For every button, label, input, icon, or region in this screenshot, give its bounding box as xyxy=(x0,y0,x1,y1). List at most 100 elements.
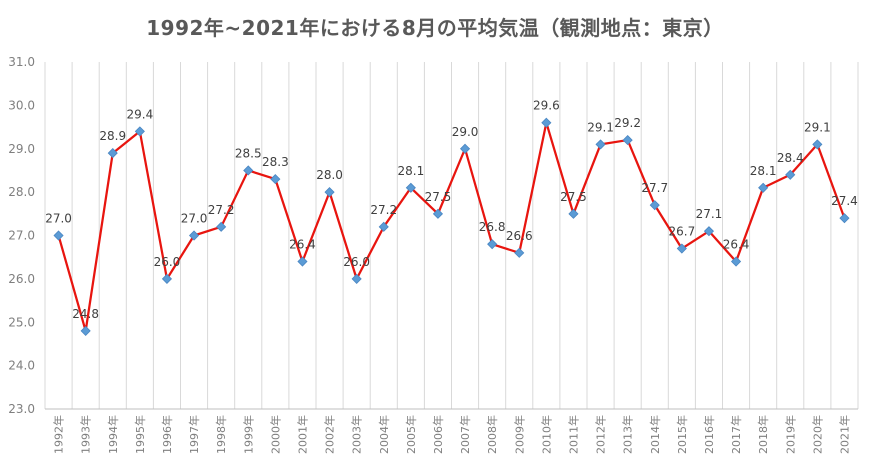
chart-title: 1992年~2021年における8月の平均気温（観測地点：東京） xyxy=(146,16,724,40)
data-label: 28.5 xyxy=(235,146,262,160)
data-label: 26.0 xyxy=(154,255,181,269)
x-tick-label: 2020年 xyxy=(810,415,824,454)
data-point-marker xyxy=(53,230,64,241)
y-tick-label: 25.0 xyxy=(8,315,35,329)
data-point-marker xyxy=(839,213,850,224)
data-label: 29.4 xyxy=(126,107,153,121)
data-point-marker xyxy=(107,148,118,159)
x-tick-label: 1996年 xyxy=(160,415,174,454)
data-point-marker xyxy=(297,256,308,267)
data-point-marker xyxy=(432,208,444,219)
x-tick-label: 1993年 xyxy=(79,415,93,454)
y-tick-label: 31.0 xyxy=(8,55,35,69)
data-point-marker xyxy=(514,247,525,258)
x-axis: 1992年 1993年 1994年 1995年 1996年 1997年 1998年 1999年… xyxy=(52,415,852,454)
x-tick-label: 2010年 xyxy=(539,415,553,454)
x-tick-label: 2014年 xyxy=(648,415,662,454)
data-series xyxy=(53,117,850,336)
data-point-marker xyxy=(80,325,91,336)
x-tick-label: 2021年 xyxy=(837,415,851,454)
data-label: 29.2 xyxy=(614,116,641,130)
x-tick-label: 2015年 xyxy=(675,415,689,454)
data-point-marker xyxy=(785,169,796,180)
x-tick-label: 2006年 xyxy=(431,415,445,454)
x-tick-label: 2005年 xyxy=(404,415,418,454)
data-label: 24.8 xyxy=(72,307,99,321)
x-tick-label: 2007年 xyxy=(458,415,472,454)
y-tick-label: 29.0 xyxy=(8,142,35,156)
data-point-marker xyxy=(568,208,579,219)
data-point-marker xyxy=(134,126,145,137)
data-label: 26.4 xyxy=(289,238,316,252)
y-axis: 23.0 24.0 25.0 26.0 27.0 28.0 29.0 30.0 31.0 xyxy=(8,55,35,416)
data-label: 27.5 xyxy=(425,190,452,204)
x-tick-label: 2019年 xyxy=(783,415,797,454)
data-point-marker xyxy=(161,273,173,284)
x-tick-label: 2017年 xyxy=(729,415,743,454)
data-label: 28.1 xyxy=(397,164,424,178)
data-labels: 27.024.828.929.426.027.027.228.528.326.4… xyxy=(45,99,858,321)
data-point-marker xyxy=(216,221,227,232)
data-label: 28.3 xyxy=(262,155,289,169)
data-point-marker xyxy=(378,221,389,232)
x-tick-label: 2018年 xyxy=(756,415,770,454)
data-label: 28.1 xyxy=(750,164,777,178)
x-tick-label: 1994年 xyxy=(106,415,120,454)
data-label: 29.6 xyxy=(533,99,560,113)
data-point-marker xyxy=(730,256,742,267)
data-label: 28.9 xyxy=(99,129,126,143)
y-tick-label: 27.0 xyxy=(8,229,35,243)
data-point-marker xyxy=(758,182,769,193)
x-tick-label: 1992年 xyxy=(52,415,66,454)
y-tick-label: 28.0 xyxy=(8,185,35,199)
x-tick-label: 1998年 xyxy=(214,415,228,454)
data-label: 27.5 xyxy=(560,190,587,204)
series-line xyxy=(57,121,846,333)
x-tick-label: 2016年 xyxy=(702,415,716,454)
x-tick-label: 2004年 xyxy=(377,415,391,454)
data-label: 27.0 xyxy=(45,212,72,226)
data-label: 26.6 xyxy=(506,229,533,243)
data-label: 28.0 xyxy=(316,168,343,182)
x-tick-label: 2012年 xyxy=(594,415,608,454)
data-label: 27.2 xyxy=(208,203,235,217)
data-point-marker xyxy=(243,165,254,176)
grid-lines xyxy=(44,62,859,410)
data-point-marker xyxy=(459,143,471,154)
data-label: 27.4 xyxy=(831,194,858,208)
y-tick-label: 24.0 xyxy=(8,359,35,373)
x-tick-label: 2011年 xyxy=(566,415,580,454)
x-tick-label: 2009年 xyxy=(512,415,526,454)
data-label: 27.0 xyxy=(181,212,208,226)
data-label: 29.1 xyxy=(804,120,831,134)
x-tick-label: 2000年 xyxy=(268,415,282,454)
data-point-marker xyxy=(405,182,416,193)
data-label: 27.7 xyxy=(641,181,668,195)
data-point-marker xyxy=(812,139,823,150)
data-label: 26.0 xyxy=(343,255,370,269)
y-tick-label: 23.0 xyxy=(8,402,35,416)
data-point-marker xyxy=(188,230,200,241)
data-label: 27.2 xyxy=(370,203,397,217)
data-point-marker xyxy=(622,135,633,146)
data-label: 27.1 xyxy=(696,207,723,221)
data-label: 26.4 xyxy=(723,238,750,252)
data-label: 26.8 xyxy=(479,220,506,234)
data-label: 29.0 xyxy=(452,125,479,139)
data-point-marker xyxy=(703,226,715,237)
data-label: 28.4 xyxy=(777,151,804,165)
data-point-marker xyxy=(487,239,498,250)
x-tick-label: 2003年 xyxy=(350,415,364,454)
x-tick-label: 2001年 xyxy=(295,415,309,454)
x-tick-label: 2008年 xyxy=(485,415,499,454)
data-point-marker xyxy=(541,117,552,128)
data-point-marker xyxy=(676,243,687,254)
y-tick-label: 30.0 xyxy=(8,98,35,112)
x-tick-label: 1995年 xyxy=(133,415,147,454)
x-tick-label: 1999年 xyxy=(241,415,255,454)
data-label: 26.7 xyxy=(668,225,695,239)
x-tick-label: 2002年 xyxy=(323,415,337,454)
data-point-marker xyxy=(351,273,362,284)
y-tick-label: 26.0 xyxy=(8,272,35,286)
